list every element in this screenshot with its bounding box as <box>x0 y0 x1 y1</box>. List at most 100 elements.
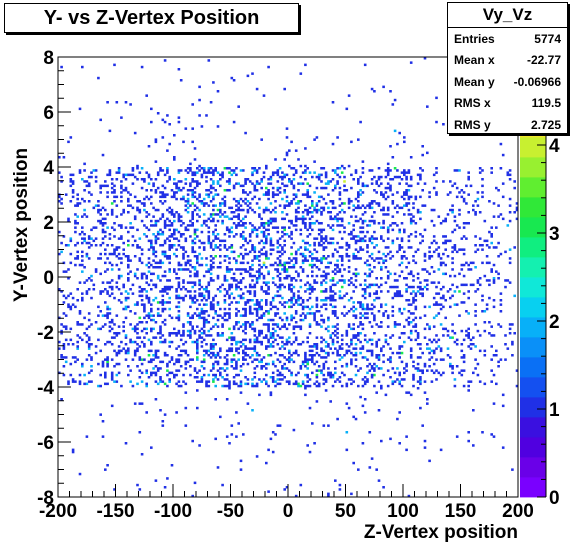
heatmap-cell <box>166 354 169 357</box>
heatmap-cell <box>177 358 181 361</box>
heatmap-cell <box>320 167 323 170</box>
heatmap-cell <box>267 182 270 185</box>
heatmap-cell <box>281 340 284 344</box>
heatmap-cell <box>327 351 330 355</box>
heatmap-cell <box>331 283 335 287</box>
heatmap-cell <box>403 204 406 207</box>
heatmap-cell <box>196 274 199 278</box>
heatmap-cell <box>110 285 114 289</box>
heatmap-cell <box>110 336 114 339</box>
heatmap-cell <box>267 288 270 291</box>
heatmap-cell <box>373 373 376 377</box>
heatmap-cell <box>232 336 236 339</box>
heatmap-cell <box>294 202 298 205</box>
heatmap-cell <box>216 182 220 185</box>
heatmap-cell <box>354 274 358 278</box>
heatmap-cell <box>451 371 454 375</box>
heatmap-cell <box>343 189 346 192</box>
heatmap-cell <box>276 334 280 337</box>
heatmap-cell <box>205 303 208 306</box>
heatmap-cell <box>202 358 206 361</box>
heatmap-cell <box>246 208 250 212</box>
heatmap-cell <box>78 263 82 267</box>
heatmap-cell <box>278 294 282 298</box>
heatmap-cell <box>366 307 369 311</box>
heatmap-cell <box>340 343 344 346</box>
heatmap-cell <box>205 288 208 291</box>
heatmap-cell <box>262 323 266 326</box>
heatmap-cell <box>352 354 355 357</box>
heatmap-cell <box>113 250 116 254</box>
heatmap-cell <box>276 246 280 249</box>
heatmap-cell <box>182 296 185 300</box>
heatmap-cell <box>430 356 434 359</box>
heatmap-cell <box>357 235 360 238</box>
heatmap-cell <box>504 343 507 346</box>
heatmap-cell <box>115 285 119 289</box>
heatmap-cell <box>283 266 286 269</box>
heatmap-cell <box>170 213 174 216</box>
heatmap-cell <box>331 312 335 315</box>
heatmap-cell <box>200 376 204 379</box>
heatmap-cell <box>58 230 61 234</box>
heatmap-cell <box>267 193 270 196</box>
heatmap-cell <box>483 219 487 223</box>
stats-value: 119.5 <box>531 96 561 111</box>
heatmap-cell <box>409 332 413 335</box>
heatmap-cell <box>193 204 197 207</box>
heatmap-cell <box>393 325 397 328</box>
heatmap-cell <box>248 338 252 342</box>
heatmap-cell <box>320 173 323 177</box>
heatmap-cell <box>359 316 362 320</box>
heatmap-cell <box>193 294 197 298</box>
heatmap-cell <box>122 307 125 311</box>
heatmap-cell <box>426 398 429 401</box>
heatmap-cell <box>179 263 183 267</box>
heatmap-cell <box>324 290 328 293</box>
heatmap-cell <box>127 279 130 282</box>
heatmap-cell <box>313 208 316 212</box>
heatmap-cell <box>311 200 314 203</box>
heatmap-cell <box>152 206 155 210</box>
heatmap-cell <box>451 257 454 260</box>
heatmap-cell <box>278 237 282 240</box>
heatmap-cell <box>405 189 408 192</box>
heatmap-cell <box>87 347 91 350</box>
heatmap-cell <box>198 114 201 117</box>
heatmap-cell <box>115 215 119 218</box>
heatmap-cell <box>248 272 252 276</box>
heatmap-cell <box>368 263 372 267</box>
heatmap-cell <box>373 305 376 309</box>
heatmap-cell <box>327 211 330 214</box>
heatmap-cell <box>242 433 245 436</box>
heatmap-cell <box>301 301 305 304</box>
heatmap-cell <box>152 252 155 256</box>
heatmap-cell <box>288 202 291 205</box>
heatmap-cell <box>357 468 360 471</box>
heatmap-cell <box>506 224 510 227</box>
heatmap-cell <box>239 272 243 276</box>
heatmap-cell <box>412 373 415 377</box>
heatmap-cell <box>421 371 424 375</box>
heatmap-cell <box>267 338 270 342</box>
heatmap-cell <box>432 235 436 238</box>
heatmap-cell <box>350 338 353 342</box>
heatmap-cell <box>156 369 160 372</box>
heatmap-cell <box>350 340 353 344</box>
heatmap-cell <box>163 301 167 304</box>
heatmap-cell <box>108 285 112 289</box>
heatmap-cell <box>306 189 309 192</box>
heatmap-cell <box>446 334 450 337</box>
heatmap-cell <box>205 224 208 227</box>
heatmap-cell <box>472 208 475 212</box>
heatmap-cell <box>232 380 236 383</box>
heatmap-cell <box>416 334 420 337</box>
heatmap-cell <box>246 402 250 405</box>
heatmap-cell <box>104 180 107 183</box>
heatmap-cell <box>437 338 441 342</box>
heatmap-cell <box>115 362 119 366</box>
heatmap-cell <box>90 296 93 300</box>
heatmap-cell <box>269 202 273 205</box>
heatmap-cell <box>232 235 236 238</box>
heatmap-cell <box>458 208 461 212</box>
